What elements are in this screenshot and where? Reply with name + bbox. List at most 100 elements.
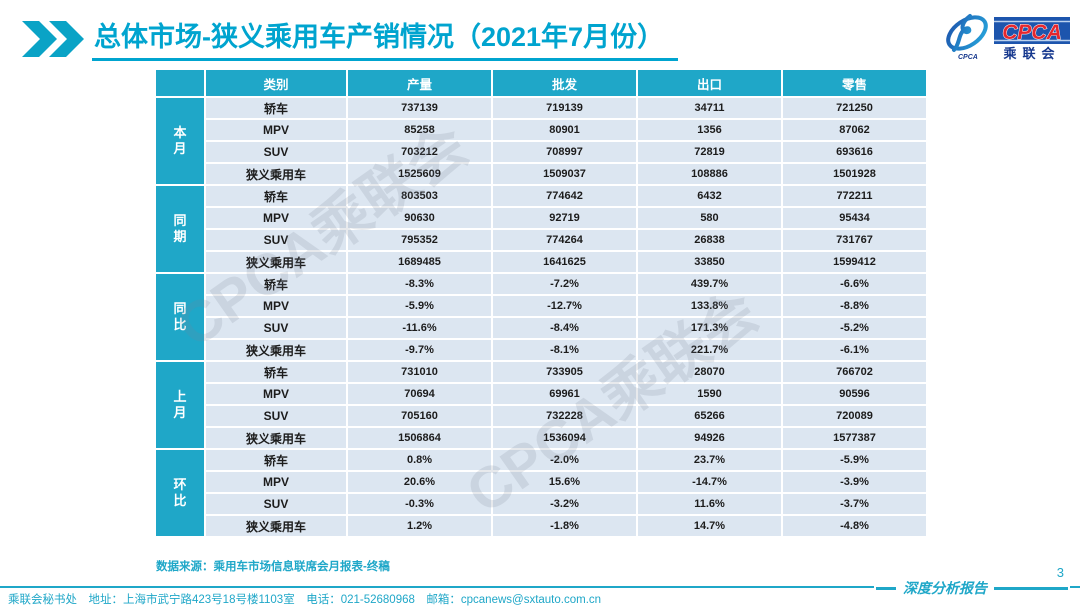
category-cell: 轿车 [206, 362, 346, 382]
value-cell: 70694 [348, 384, 491, 404]
table-row: 狭义乘用车 1689485 1641625 33850 1599412 [156, 252, 926, 272]
value-cell: 703212 [348, 142, 491, 162]
value-cell: 90596 [783, 384, 926, 404]
double-chevron-icon [22, 19, 88, 64]
rule-segment [876, 586, 896, 590]
value-cell: 1641625 [493, 252, 636, 272]
rule-segment [994, 586, 1068, 590]
category-cell: 轿车 [206, 186, 346, 206]
value-cell: -6.1% [783, 340, 926, 360]
category-cell: SUV [206, 230, 346, 250]
value-cell: 65266 [638, 406, 781, 426]
table-row: 本月轿车 737139 719139 34711 721250 [156, 98, 926, 184]
value-cell: 69961 [493, 384, 636, 404]
value-cell: 1590 [638, 384, 781, 404]
logo-cpca-text: CPCA [1002, 21, 1062, 44]
category-cell: 狭义乘用车 [206, 164, 346, 184]
column-header-wholesale: 批发 [493, 70, 636, 96]
corner-header-cell [156, 70, 204, 96]
value-cell: 720089 [783, 406, 926, 426]
value-cell: 580 [638, 208, 781, 228]
value-cell: 705160 [348, 406, 491, 426]
value-cell: 719139 [493, 98, 636, 118]
table-row: MPV 90630 92719 580 95434 [156, 208, 926, 228]
page-title: 总体市场-狭义乘用车产销情况（2021年7月份） [92, 21, 679, 61]
value-cell: 439.7% [638, 274, 781, 294]
value-cell: 1.2% [348, 516, 491, 536]
value-cell: 1509037 [493, 164, 636, 184]
table-body: 本月轿车 737139 719139 34711 721250 MPV 85258 80901… [156, 98, 926, 536]
table-row: 狭义乘用车 1.2% -1.8% 14.7% -4.8% [156, 516, 926, 536]
table-row: SUV 703212 708997 72819 693616 [156, 142, 926, 162]
value-cell: 1577387 [783, 428, 926, 448]
category-cell: 轿车 [206, 274, 346, 294]
table-row: 上月轿车 731010 733905 28070 766702 [156, 362, 926, 448]
value-cell: 26838 [638, 230, 781, 250]
value-cell: 95434 [783, 208, 926, 228]
value-cell: -5.9% [348, 296, 491, 316]
value-cell: 34711 [638, 98, 781, 118]
value-cell: -5.2% [783, 318, 926, 338]
value-cell: 108886 [638, 164, 781, 184]
table-row: 同期轿车 803503 774642 6432 772211 [156, 186, 926, 272]
logo-subtext: 乘联会 [1002, 46, 1060, 61]
table-row: MPV 20.6% 15.6% -14.7% -3.9% [156, 472, 926, 492]
value-cell: -8.3% [348, 274, 491, 294]
table-row: MPV 70694 69961 1590 90596 [156, 384, 926, 404]
category-cell: 狭义乘用车 [206, 252, 346, 272]
value-cell: 1599412 [783, 252, 926, 272]
value-cell: 693616 [783, 142, 926, 162]
page-number: 3 [1056, 565, 1064, 580]
value-cell: 90630 [348, 208, 491, 228]
value-cell: 721250 [783, 98, 926, 118]
category-cell: MPV [206, 296, 346, 316]
footer-divider [0, 586, 1080, 588]
table-row: SUV -0.3% -3.2% 11.6% -3.7% [156, 494, 926, 514]
table-row: 狭义乘用车 -9.7% -8.1% 221.7% -6.1% [156, 340, 926, 360]
category-cell: MPV [206, 208, 346, 228]
value-cell: 731010 [348, 362, 491, 382]
table-row: MPV -5.9% -12.7% 133.8% -8.8% [156, 296, 926, 316]
value-cell: 1506864 [348, 428, 491, 448]
value-cell: -1.8% [493, 516, 636, 536]
report-tag: 深度分析报告 [874, 578, 1070, 598]
footer-contact-info: 乘联会秘书处 地址：上海市武宁路423号18号楼1103室 电话：021-526… [8, 594, 602, 606]
row-group-label: 同比 [156, 274, 204, 360]
value-cell: -3.7% [783, 494, 926, 514]
value-cell: -11.6% [348, 318, 491, 338]
table-row: SUV -11.6% -8.4% 171.3% -5.2% [156, 318, 926, 338]
value-cell: 1356 [638, 120, 781, 140]
value-cell: 731767 [783, 230, 926, 250]
value-cell: -3.9% [783, 472, 926, 492]
value-cell: -8.8% [783, 296, 926, 316]
value-cell: 733905 [493, 362, 636, 382]
value-cell: -8.4% [493, 318, 636, 338]
category-cell: 轿车 [206, 98, 346, 118]
value-cell: 1689485 [348, 252, 491, 272]
value-cell: -7.2% [493, 274, 636, 294]
value-cell: 11.6% [638, 494, 781, 514]
category-cell: 狭义乘用车 [206, 516, 346, 536]
value-cell: 87062 [783, 120, 926, 140]
row-group-label: 本月 [156, 98, 204, 184]
value-cell: 92719 [493, 208, 636, 228]
value-cell: -9.7% [348, 340, 491, 360]
value-cell: 708997 [493, 142, 636, 162]
value-cell: 737139 [348, 98, 491, 118]
value-cell: -8.1% [493, 340, 636, 360]
value-cell: 28070 [638, 362, 781, 382]
value-cell: -5.9% [783, 450, 926, 470]
category-cell: MPV [206, 384, 346, 404]
value-cell: -14.7% [638, 472, 781, 492]
category-cell: 狭义乘用车 [206, 340, 346, 360]
value-cell: -12.7% [493, 296, 636, 316]
column-header-export: 出口 [638, 70, 781, 96]
category-cell: SUV [206, 318, 346, 338]
row-group-label: 同期 [156, 186, 204, 272]
value-cell: 1536094 [493, 428, 636, 448]
value-cell: 72819 [638, 142, 781, 162]
value-cell: -4.8% [783, 516, 926, 536]
table-row: 狭义乘用车 1525609 1509037 108886 1501928 [156, 164, 926, 184]
column-header-retail: 零售 [783, 70, 926, 96]
